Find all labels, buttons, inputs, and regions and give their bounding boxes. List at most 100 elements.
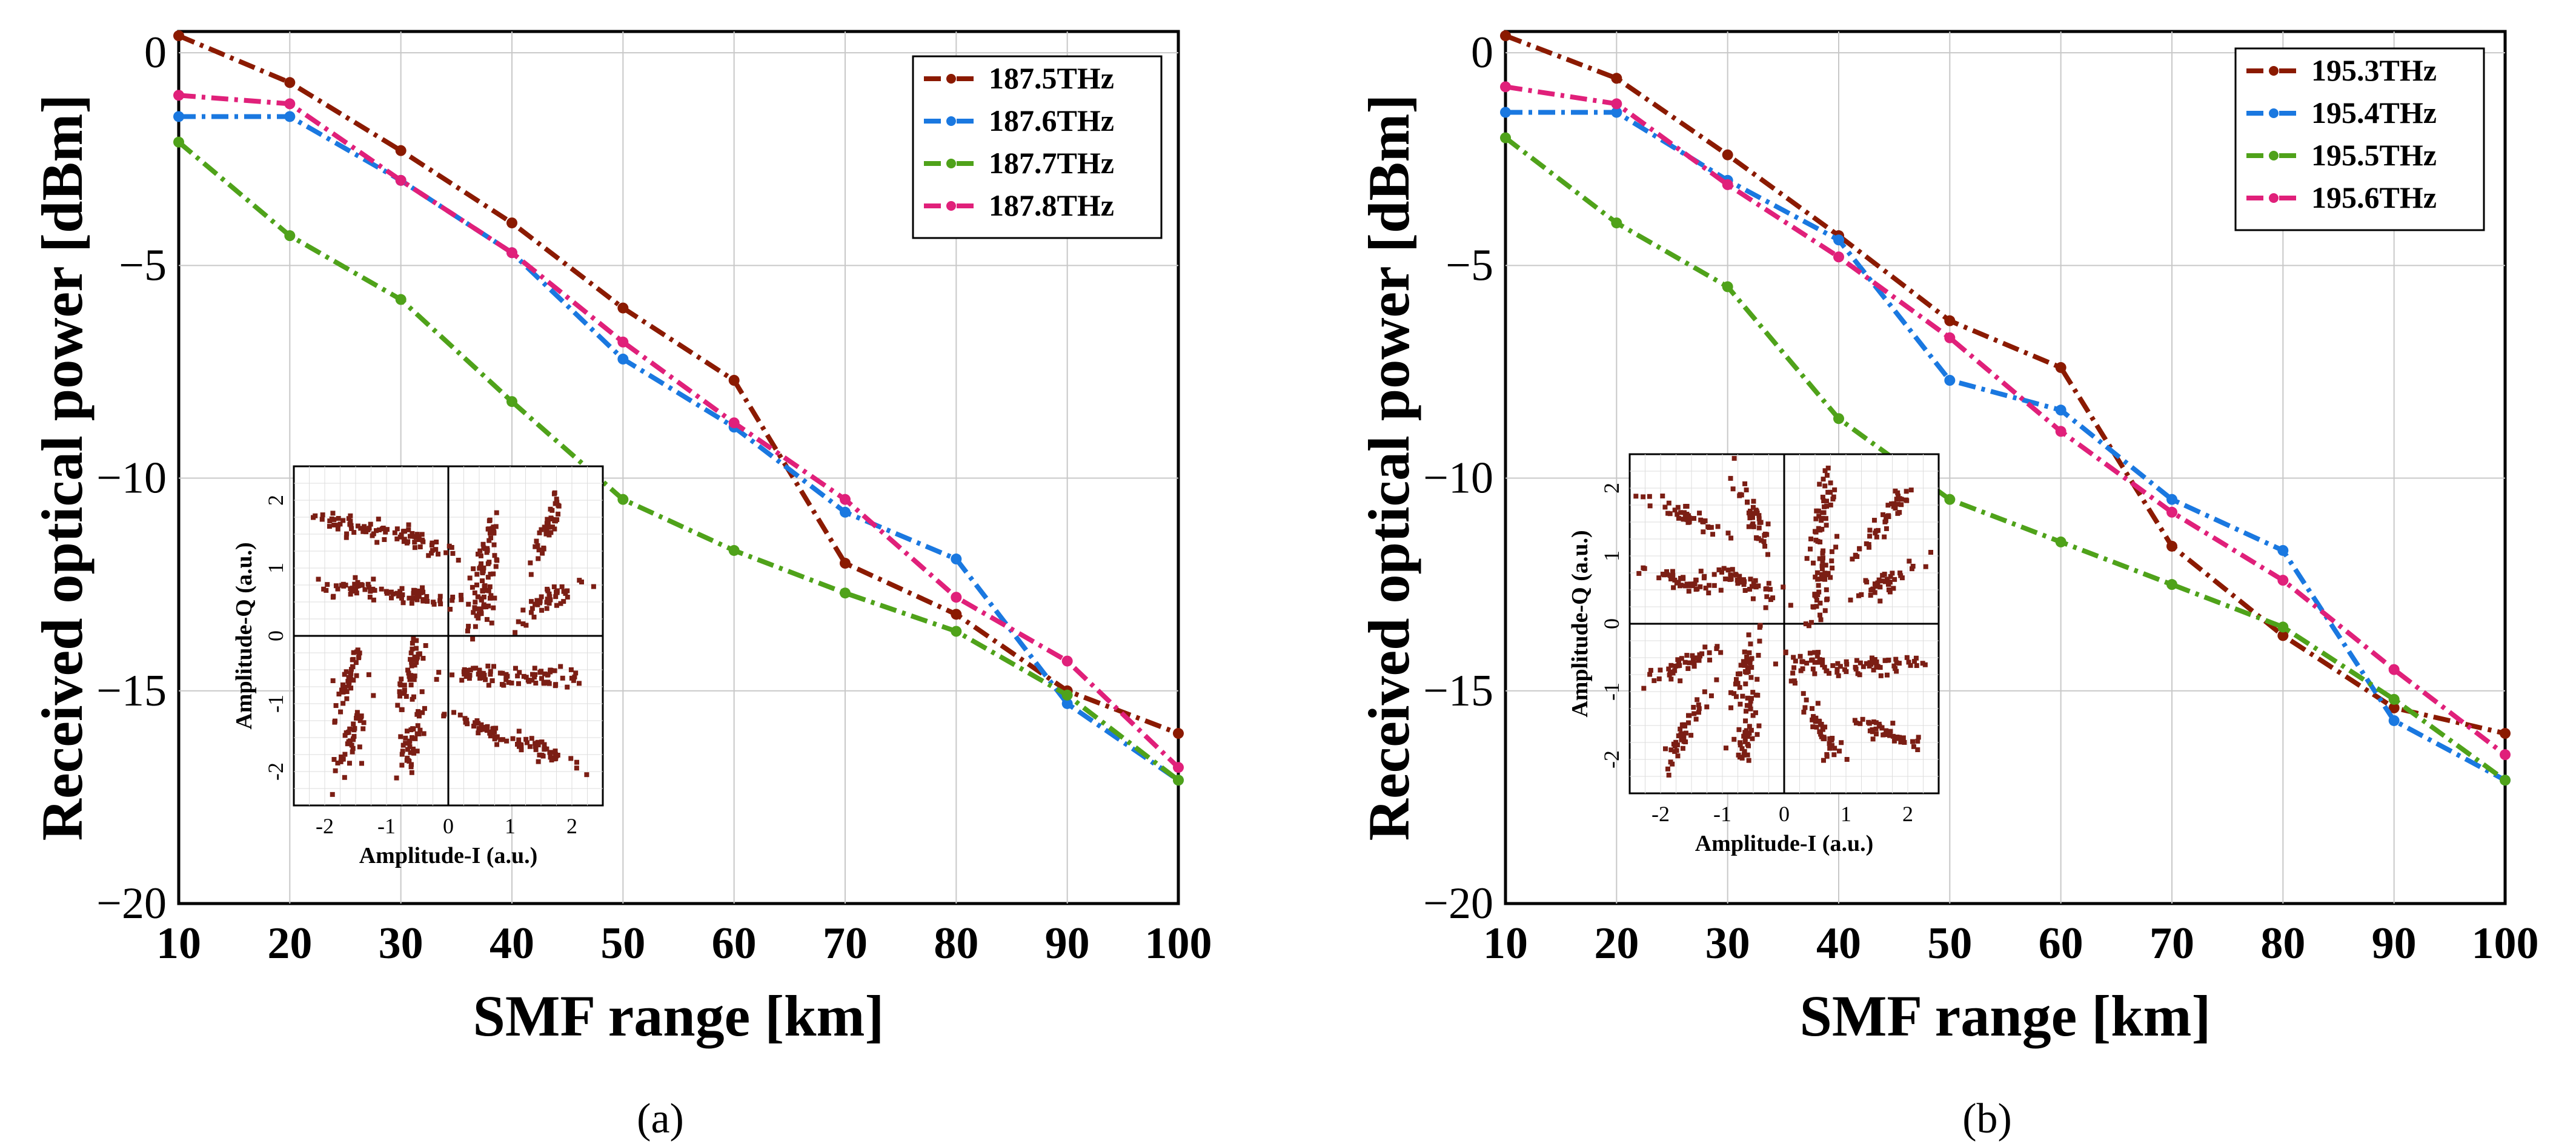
constellation-point — [532, 675, 537, 680]
constellation-point — [1678, 583, 1683, 589]
constellation-point — [1867, 527, 1873, 533]
inset-a: -2 -1 0 1 2 -2 -1 0 1 2 Amplitude-I (a.u.) Amplitud… — [231, 465, 604, 868]
constellation-point — [492, 595, 497, 601]
constellation-point — [556, 503, 561, 508]
constellation-point — [1829, 558, 1834, 564]
constellation-point — [404, 729, 410, 734]
constellation-point — [1670, 573, 1676, 578]
constellation-point — [540, 550, 545, 556]
constellation-point — [1831, 752, 1837, 758]
constellation-point — [1739, 746, 1745, 752]
constellation-point — [396, 593, 401, 599]
constellation-point — [371, 693, 376, 698]
constellation-point — [1707, 583, 1712, 588]
x-axis-title-a: SMF range [km] — [473, 983, 885, 1048]
constellation-point — [1810, 657, 1815, 663]
constellation-point — [1707, 650, 1712, 655]
constellation-point — [1802, 705, 1808, 710]
constellation-point — [488, 593, 494, 598]
constellation-point — [420, 710, 425, 715]
constellation-point — [1818, 617, 1824, 623]
constellation-point — [1672, 577, 1678, 583]
data-point-195.4THz — [2055, 405, 2066, 416]
constellation-point — [360, 726, 366, 732]
constellation-point — [1696, 706, 1702, 712]
constellation-point — [1744, 731, 1750, 736]
constellation-point — [351, 656, 356, 662]
inset-y-tick: -2 — [1599, 750, 1624, 769]
constellation-point — [556, 511, 561, 517]
constellation-point — [519, 744, 524, 749]
constellation-point — [1702, 689, 1707, 695]
constellation-point — [402, 683, 407, 688]
constellation-point — [1691, 516, 1697, 521]
legend-label: 195.5THz — [2311, 138, 2437, 172]
constellation-point — [1667, 573, 1673, 578]
constellation-point — [1884, 514, 1889, 519]
constellation-point — [344, 531, 350, 537]
constellation-point — [336, 692, 342, 697]
constellation-point — [313, 513, 318, 518]
constellation-point — [1844, 659, 1849, 664]
constellation-point — [1817, 719, 1822, 724]
constellation-point — [347, 678, 352, 683]
constellation-point — [1870, 659, 1876, 665]
constellation-point — [1730, 486, 1736, 492]
constellation-point — [348, 673, 353, 679]
constellation-point — [1748, 698, 1753, 704]
constellation-point — [1752, 511, 1758, 516]
constellation-point — [539, 594, 544, 600]
constellation-point — [479, 611, 484, 616]
constellation-point — [1764, 594, 1770, 600]
constellation-point — [547, 594, 553, 600]
constellation-point — [1697, 511, 1702, 516]
data-point-187.6THz — [951, 554, 962, 565]
constellation-point — [1820, 494, 1825, 500]
constellation-point — [1819, 563, 1825, 569]
data-point-195.5THz — [1500, 132, 1511, 144]
inset-y-tick: 2 — [264, 495, 288, 506]
constellation-point — [1759, 538, 1764, 543]
constellation-point — [1894, 669, 1899, 674]
constellation-point — [368, 589, 373, 594]
constellation-point — [1848, 597, 1853, 603]
constellation-point — [533, 672, 538, 677]
constellation-point — [319, 517, 325, 522]
constellation-point — [1884, 728, 1889, 733]
constellation-point — [357, 744, 362, 750]
constellation-point — [487, 730, 493, 736]
constellation-point — [1822, 608, 1828, 613]
constellation-point — [397, 589, 403, 594]
inset-y-tick: 1 — [264, 563, 288, 574]
constellation-point — [1748, 675, 1754, 680]
y-tick-label: −15 — [1423, 666, 1493, 716]
data-point-195.5THz — [1833, 413, 1844, 425]
inset-x-title: Amplitude-I (a.u.) — [359, 843, 538, 868]
series-line-187.8THz — [178, 93, 1180, 770]
constellation-point — [441, 713, 446, 719]
constellation-point — [1666, 666, 1671, 672]
constellation-point — [1748, 727, 1754, 733]
y-tick-label: −10 — [1423, 454, 1493, 503]
constellation-point — [1684, 504, 1690, 509]
constellation-point — [1882, 534, 1887, 540]
constellation-point — [383, 529, 388, 535]
constellation-point — [545, 672, 551, 677]
constellation-point — [354, 673, 359, 678]
constellation-point — [1877, 584, 1883, 590]
constellation-point — [483, 587, 488, 593]
constellation-point — [1733, 694, 1739, 699]
constellation-point — [470, 636, 476, 642]
data-point-187.5THz — [284, 77, 296, 88]
constellation-point — [528, 599, 534, 604]
constellation-point — [1728, 573, 1734, 578]
constellation-point — [446, 543, 452, 549]
constellation-point — [1813, 529, 1819, 535]
constellation-point — [1685, 666, 1691, 671]
constellation-point — [1682, 513, 1688, 518]
constellation-point — [349, 526, 354, 531]
x-tick-label: 100 — [1145, 919, 1212, 968]
constellation-point — [1811, 714, 1816, 719]
constellation-point — [416, 709, 421, 714]
constellation-point — [400, 600, 406, 606]
